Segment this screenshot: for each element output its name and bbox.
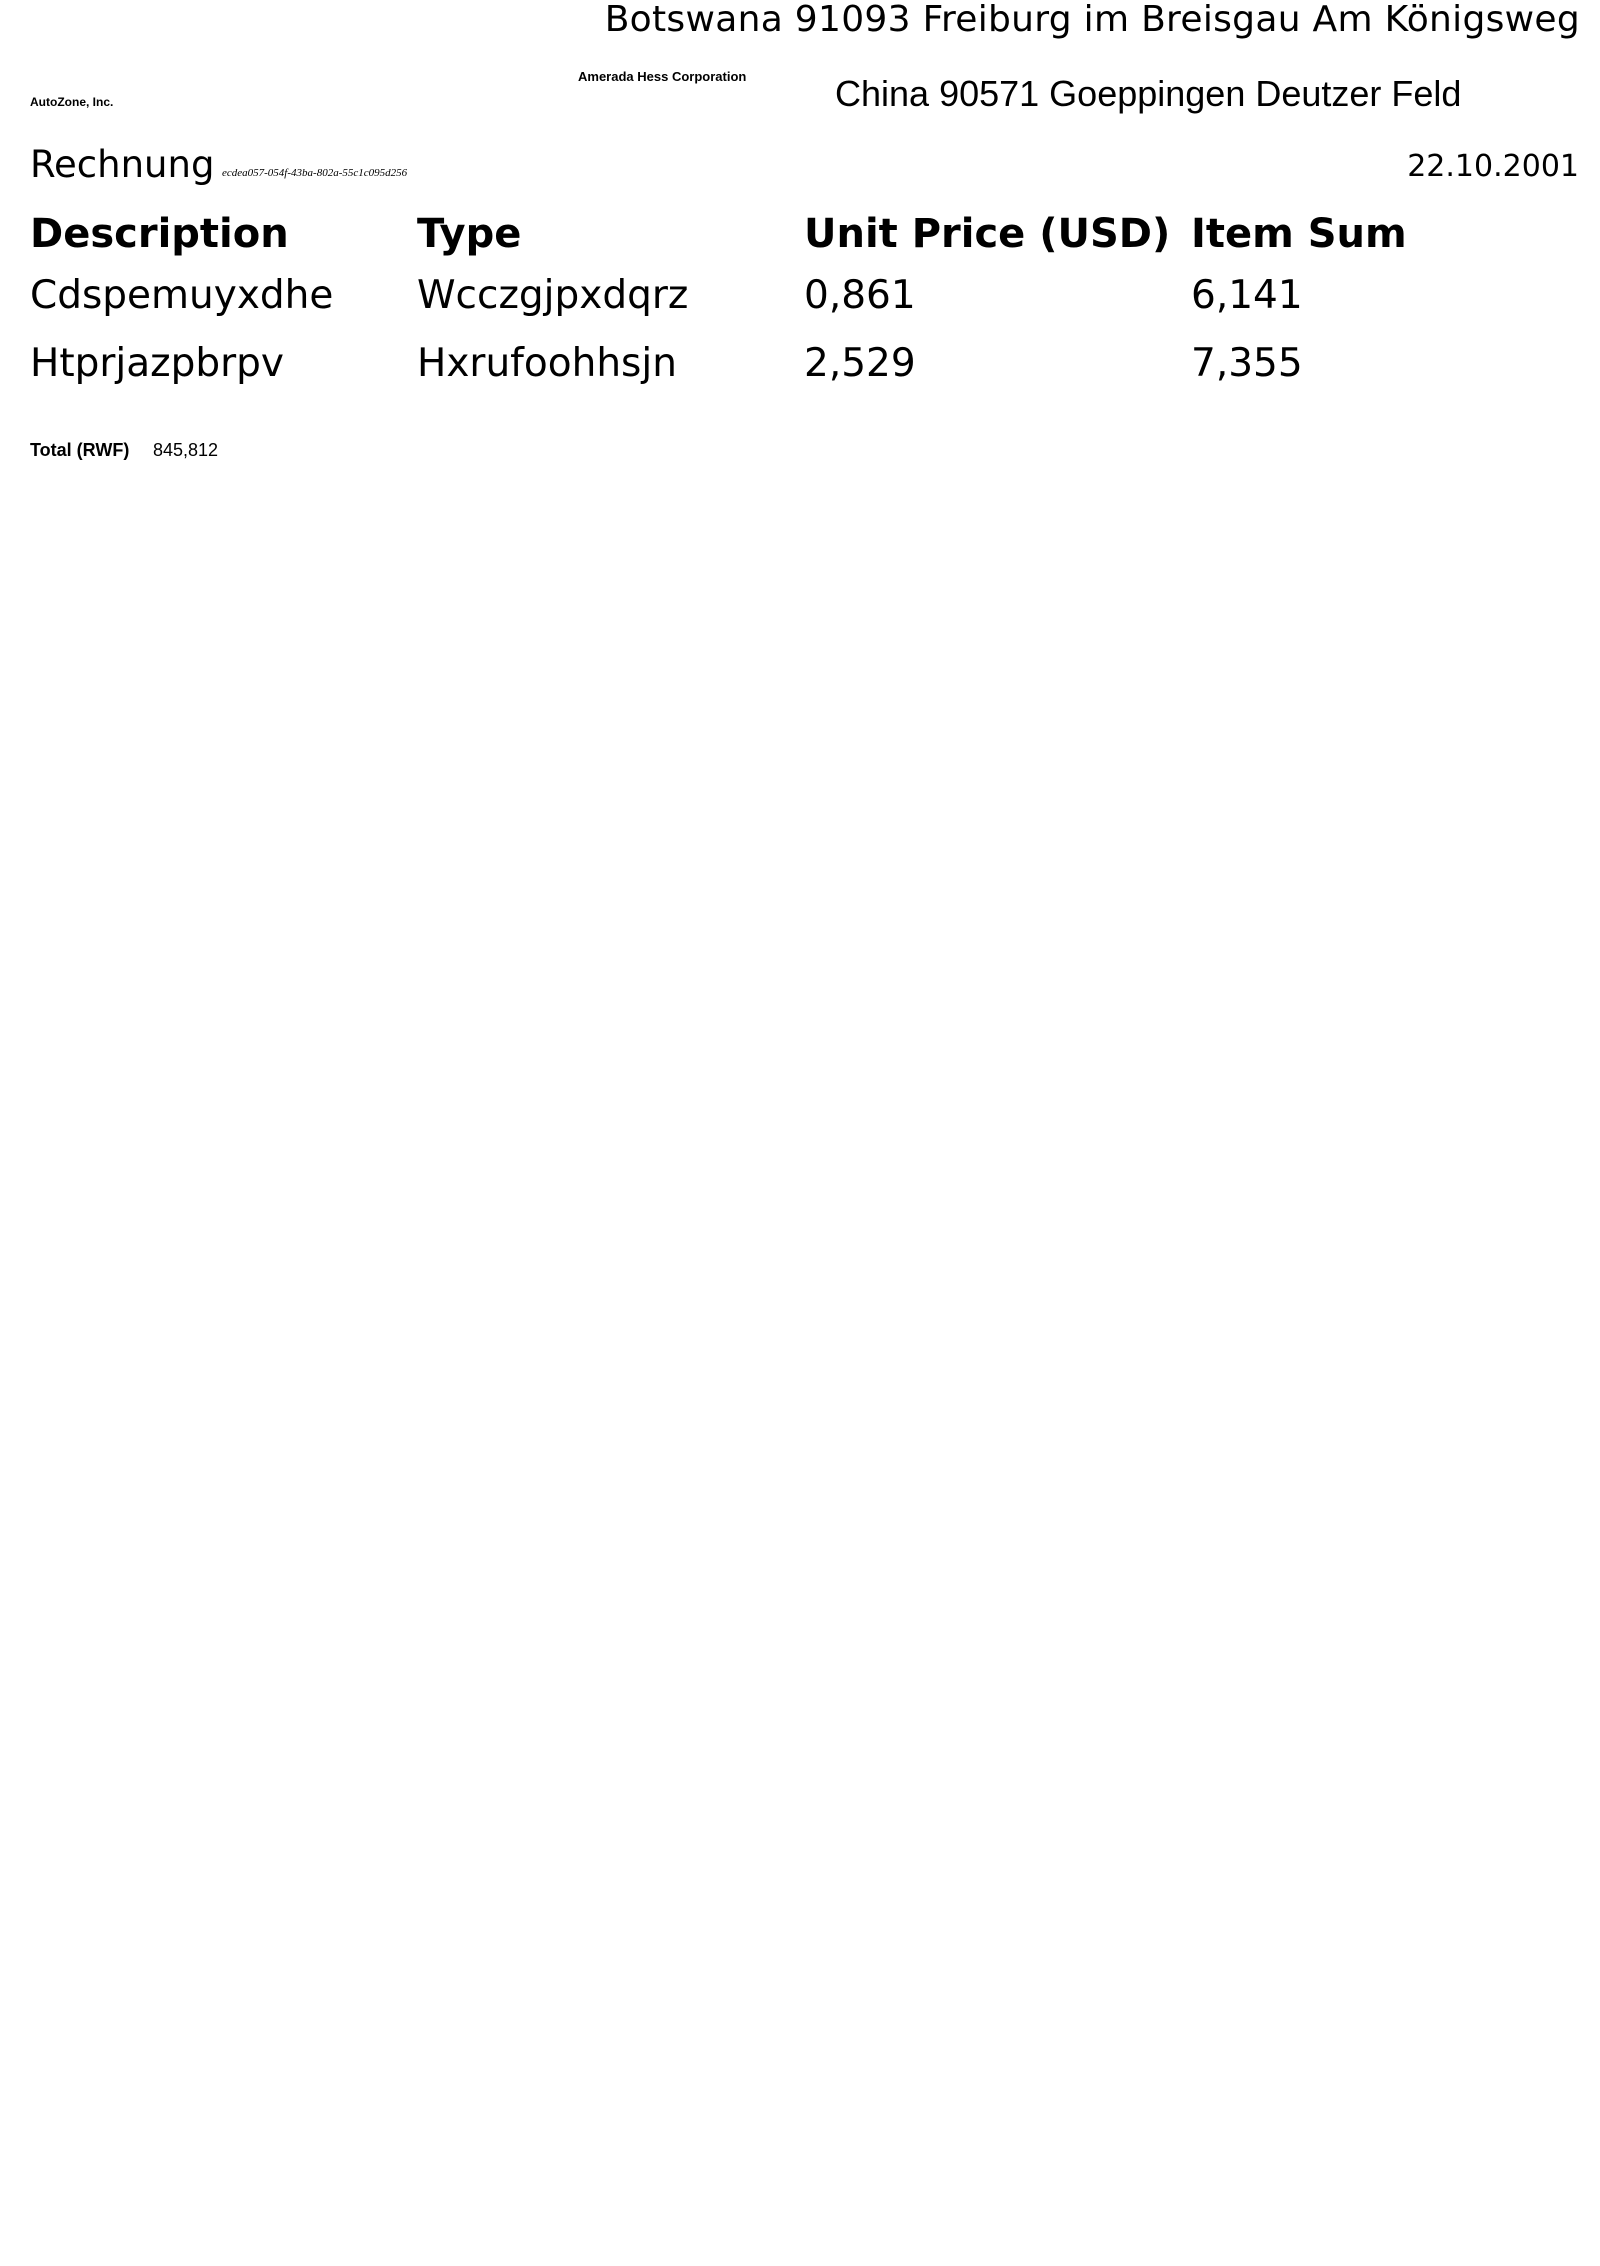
total-label: Total (RWF) bbox=[30, 440, 130, 460]
cell-item-sum: 7,355 bbox=[1191, 341, 1303, 386]
recipient-address: China 90571 Goeppingen Deutzer Feld bbox=[835, 73, 1462, 114]
cell-description: Htprjazpbrpv bbox=[30, 341, 284, 386]
document-date: 22.10.2001 bbox=[1407, 149, 1579, 184]
document-id: ecdea057-054f-43ba-802a-55c1c095d256 bbox=[222, 167, 408, 179]
column-header-type: Type bbox=[417, 211, 522, 257]
table-header-row: Description Type Unit Price (USD) Item S… bbox=[30, 212, 1578, 268]
sender-address: Botswana 91093 Freiburg im Breisgau Am K… bbox=[604, 0, 1580, 40]
column-header-description: Description bbox=[30, 211, 289, 257]
document-title: Rechnung bbox=[30, 143, 215, 186]
total-value: 845,812 bbox=[153, 440, 219, 460]
cell-type: Wcczgjpxdqrz bbox=[417, 273, 689, 318]
cell-description: Cdspemuyxdhe bbox=[30, 273, 334, 318]
recipient-company: AutoZone, Inc. bbox=[30, 95, 114, 109]
column-header-unit-price: Unit Price (USD) bbox=[804, 211, 1171, 257]
items-table: Description Type Unit Price (USD) Item S… bbox=[30, 212, 1578, 404]
table-row: Htprjazpbrpv Hxrufoohhsjn 2,529 7,355 bbox=[30, 336, 1578, 404]
cell-item-sum: 6,141 bbox=[1191, 273, 1303, 318]
cell-unit-price: 0,861 bbox=[804, 273, 916, 318]
cell-unit-price: 2,529 bbox=[804, 341, 916, 386]
column-header-item-sum: Item Sum bbox=[1191, 211, 1407, 257]
sender-company: Amerada Hess Corporation bbox=[578, 69, 747, 84]
cell-type: Hxrufoohhsjn bbox=[417, 341, 677, 386]
table-row: Cdspemuyxdhe Wcczgjpxdqrz 0,861 6,141 bbox=[30, 268, 1578, 336]
